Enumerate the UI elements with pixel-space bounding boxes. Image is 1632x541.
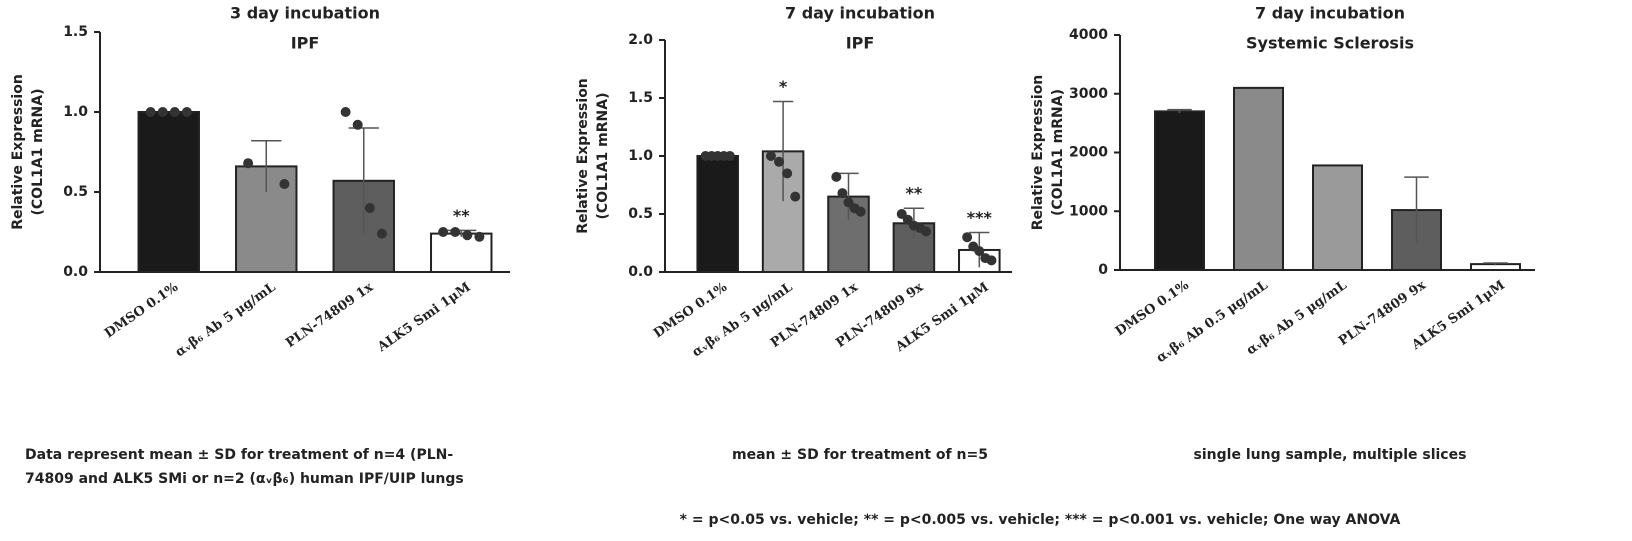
significance: * (779, 77, 788, 96)
significance: ** (453, 206, 470, 225)
y-tick-label: 1.0 (628, 148, 653, 164)
footnote: * = p<0.05 vs. vehicle; ** = p<0.005 vs.… (680, 512, 1401, 528)
data-point (352, 119, 363, 130)
data-point (279, 179, 290, 189)
data-point (962, 232, 973, 243)
data-point (181, 107, 192, 117)
y-axis-label: (COL1A1 mRNA) (1050, 89, 1066, 216)
y-tick-label: 0.0 (628, 264, 653, 280)
data-point (724, 151, 735, 161)
y-tick-label: 1.5 (628, 90, 653, 106)
chart-subtitle: IPF (846, 34, 875, 53)
y-tick-label: 0 (1098, 262, 1108, 278)
chart-title: 3 day incubation (230, 4, 380, 23)
data-point (157, 107, 168, 117)
bar (1312, 164, 1363, 271)
data-point (169, 107, 180, 117)
y-tick-label: 0.0 (63, 264, 88, 280)
data-point (765, 151, 776, 161)
data-point (855, 206, 866, 217)
bar (137, 111, 200, 273)
data-point (376, 228, 387, 239)
y-axis-label: (COL1A1 mRNA) (30, 88, 46, 215)
y-tick-label: 4000 (1069, 27, 1108, 43)
data-point (474, 231, 485, 242)
caption: Data represent mean ± SD for treatment o… (25, 447, 453, 463)
significance: ** (906, 184, 923, 203)
data-point (790, 191, 801, 202)
y-tick-label: 0.5 (63, 184, 88, 200)
y-tick-label: 0.5 (628, 206, 653, 222)
chart-title: 7 day incubation (785, 4, 935, 23)
data-point (921, 226, 932, 237)
y-axis-label: (COL1A1 mRNA) (595, 92, 611, 219)
y-axis-label: Relative Expression (10, 74, 26, 230)
x-tick-label: DMSO 0.1% (1113, 277, 1192, 339)
caption: 74809 and ALK5 SMi or n=2 (αᵥβ₆) human I… (25, 471, 464, 487)
bar (696, 155, 739, 273)
caption: single lung sample, multiple slices (1194, 447, 1467, 463)
data-point (462, 230, 473, 241)
data-point (974, 246, 985, 257)
data-point (340, 107, 351, 117)
y-tick-label: 3000 (1069, 86, 1108, 102)
y-tick-label: 2000 (1069, 145, 1108, 161)
caption: mean ± SD for treatment of n=5 (732, 447, 988, 463)
y-tick-label: 1.0 (63, 104, 88, 120)
chart-title: 7 day incubation (1255, 4, 1405, 23)
bar (1154, 110, 1205, 271)
x-tick-label: αᵥβ₆ Ab 5 μg/mL (173, 280, 279, 360)
data-point (782, 168, 793, 179)
data-point (986, 255, 997, 266)
y-axis-label: Relative Expression (1030, 75, 1046, 231)
y-axis-label: Relative Expression (575, 78, 591, 234)
bar (1233, 86, 1284, 271)
y-tick-label: 1.5 (63, 24, 88, 40)
x-tick-label: PLN-74809 1x (283, 280, 376, 351)
x-tick-label: ALK5 Smi 1μM (374, 280, 473, 356)
chart-subtitle: IPF (291, 34, 320, 53)
data-point (774, 156, 785, 167)
data-point (243, 158, 254, 169)
y-tick-label: 1000 (1069, 203, 1108, 219)
significance: *** (967, 208, 993, 227)
x-tick-label: DMSO 0.1% (102, 279, 181, 341)
data-point (831, 171, 842, 182)
data-point (145, 107, 156, 117)
chart-subtitle: Systemic Sclerosis (1246, 34, 1414, 53)
y-tick-label: 2.0 (628, 32, 653, 48)
data-point (438, 227, 449, 237)
data-point (364, 203, 375, 213)
data-point (450, 227, 461, 237)
data-point (837, 188, 848, 199)
